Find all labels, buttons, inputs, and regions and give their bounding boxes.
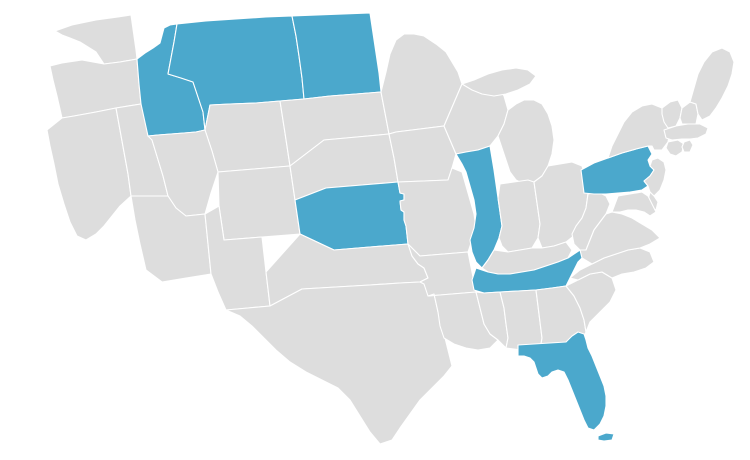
state-wyoming[interactable] — [204, 100, 291, 173]
state-virginia[interactable] — [579, 211, 661, 265]
state-maine[interactable] — [689, 47, 735, 121]
state-rhode-island[interactable] — [681, 139, 694, 153]
state-vermont[interactable] — [661, 99, 683, 129]
state-california[interactable] — [46, 107, 132, 241]
state-michigan[interactable] — [497, 99, 555, 185]
state-colorado[interactable] — [217, 165, 301, 241]
state-missouri[interactable] — [397, 167, 477, 257]
state-new-mexico[interactable] — [204, 205, 271, 311]
state-indiana[interactable] — [497, 179, 541, 253]
state-north-dakota[interactable] — [291, 12, 382, 100]
state-florida[interactable] — [517, 331, 607, 431]
state-connecticut[interactable] — [665, 139, 685, 157]
state-new-jersey[interactable] — [643, 157, 667, 197]
state-michigan-upper[interactable] — [461, 67, 537, 97]
state-washington[interactable] — [54, 14, 138, 65]
state-iowa[interactable] — [388, 125, 457, 183]
state-florida-keys[interactable] — [597, 432, 615, 442]
state-maryland[interactable] — [611, 191, 657, 217]
state-new-hampshire[interactable] — [679, 101, 699, 125]
